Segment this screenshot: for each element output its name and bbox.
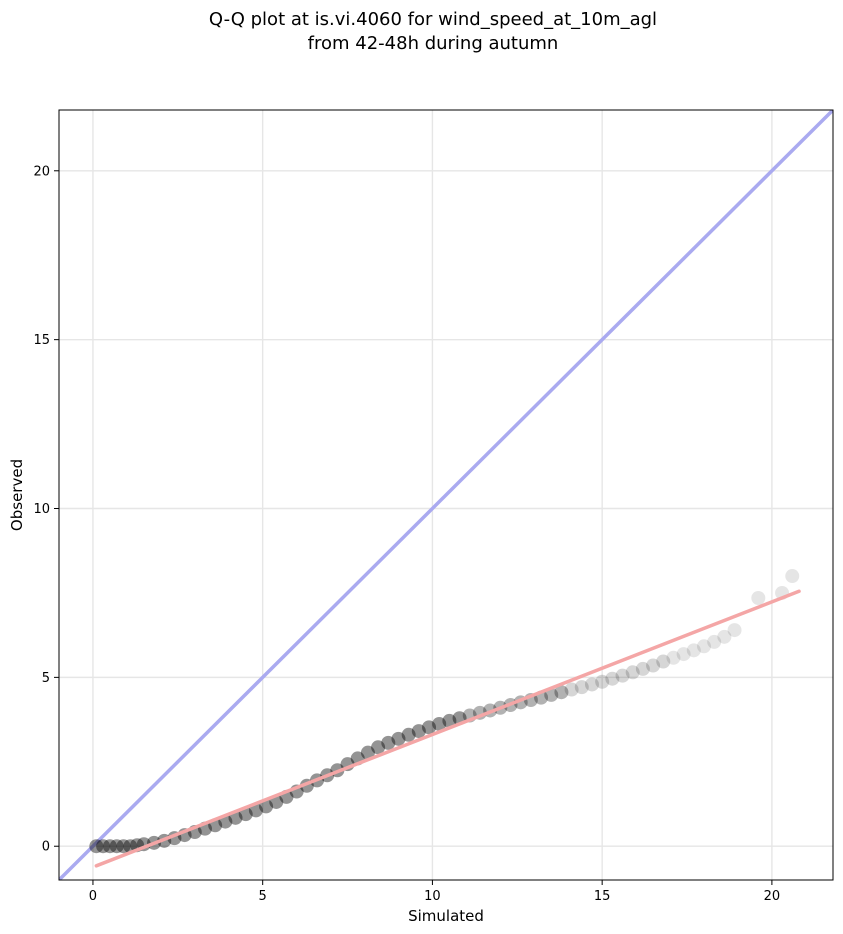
x-axis-label: Simulated [408, 907, 484, 925]
chart-title-line-1: Q-Q plot at is.vi.4060 for wind_speed_at… [209, 9, 657, 30]
data-point [584, 677, 599, 692]
data-point [574, 680, 589, 695]
x-tick-label: 10 [424, 889, 441, 904]
grid-lines [59, 110, 833, 880]
y-axis-ticks: 0 5 10 15 20 [33, 164, 59, 855]
data-point [727, 623, 742, 638]
data-point [360, 745, 375, 760]
x-axis-ticks: 0 5 10 15 20 [89, 880, 780, 904]
y-tick-label: 20 [33, 164, 50, 179]
data-point [554, 685, 569, 700]
data-point [371, 740, 386, 755]
data-point [442, 713, 457, 728]
data-point [707, 634, 722, 649]
y-tick-label: 15 [33, 333, 50, 348]
y-axis-label: Observed [8, 459, 26, 531]
data-point [646, 658, 661, 673]
data-point [625, 665, 640, 680]
fit-line [94, 589, 801, 868]
reference-line [59, 110, 833, 880]
data-point [391, 731, 406, 746]
data-point [656, 654, 671, 669]
data-point [686, 643, 701, 658]
data-point [381, 735, 396, 750]
x-tick-label: 20 [764, 889, 781, 904]
y-tick-label: 5 [42, 671, 50, 686]
y-tick-label: 0 [42, 840, 50, 855]
data-point [248, 803, 263, 818]
data-point [102, 839, 117, 854]
data-point [717, 629, 732, 644]
data-point [116, 839, 131, 854]
data-point [422, 720, 437, 735]
data-point [666, 650, 681, 665]
plot-frame [58, 109, 834, 881]
data-point [259, 799, 274, 814]
data-point [595, 674, 610, 689]
x-tick-label: 15 [594, 889, 611, 904]
data-point [785, 569, 800, 584]
data-point [751, 591, 766, 606]
data-point [697, 639, 711, 654]
data-point [605, 671, 620, 686]
data-point [635, 661, 650, 676]
data-point [401, 727, 416, 742]
x-tick-label: 0 [89, 889, 97, 904]
data-point [96, 839, 111, 854]
data-point [109, 839, 124, 854]
y-tick-label: 10 [33, 502, 50, 517]
data-point [676, 647, 691, 662]
data-points [89, 569, 800, 854]
data-point [615, 668, 630, 683]
data-point [89, 839, 104, 854]
data-point [432, 716, 447, 731]
data-point [564, 682, 579, 697]
data-point [544, 687, 559, 702]
data-point [411, 724, 426, 739]
chart-title-line-2: from 42-48h during autumn [308, 33, 559, 54]
x-tick-label: 5 [259, 889, 267, 904]
